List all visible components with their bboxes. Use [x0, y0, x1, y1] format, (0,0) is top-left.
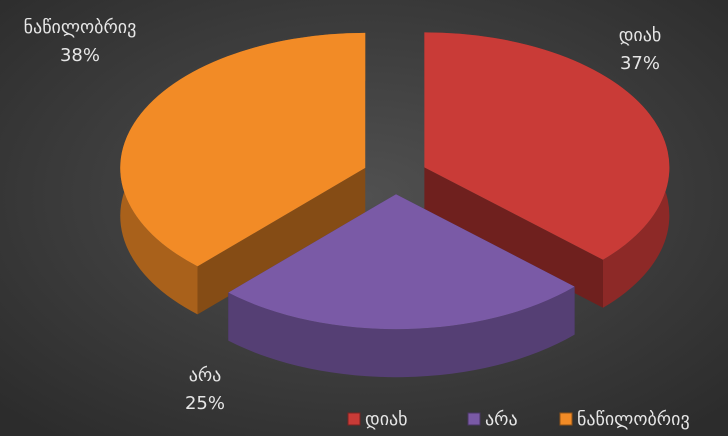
data-label: 37% [620, 53, 660, 74]
data-label: 38% [60, 45, 100, 66]
slice-side [197, 167, 366, 315]
data-label-name: დიახ [619, 25, 662, 46]
legend-label: არა [485, 409, 518, 430]
data-label-name: არა [189, 365, 222, 386]
legend-swatch [347, 412, 361, 426]
slice [120, 32, 366, 267]
slice [424, 32, 670, 260]
slice-side [228, 286, 575, 378]
data-label-name: ნაწილობრივ [24, 17, 137, 38]
slice [228, 194, 575, 330]
legend-label: ნაწილობრივ [577, 409, 690, 430]
data-label: 25% [185, 393, 225, 414]
legend-swatch [467, 412, 481, 426]
legend-label: დიახ [365, 409, 408, 430]
legend-swatch [559, 412, 573, 426]
slice-side [424, 167, 603, 308]
